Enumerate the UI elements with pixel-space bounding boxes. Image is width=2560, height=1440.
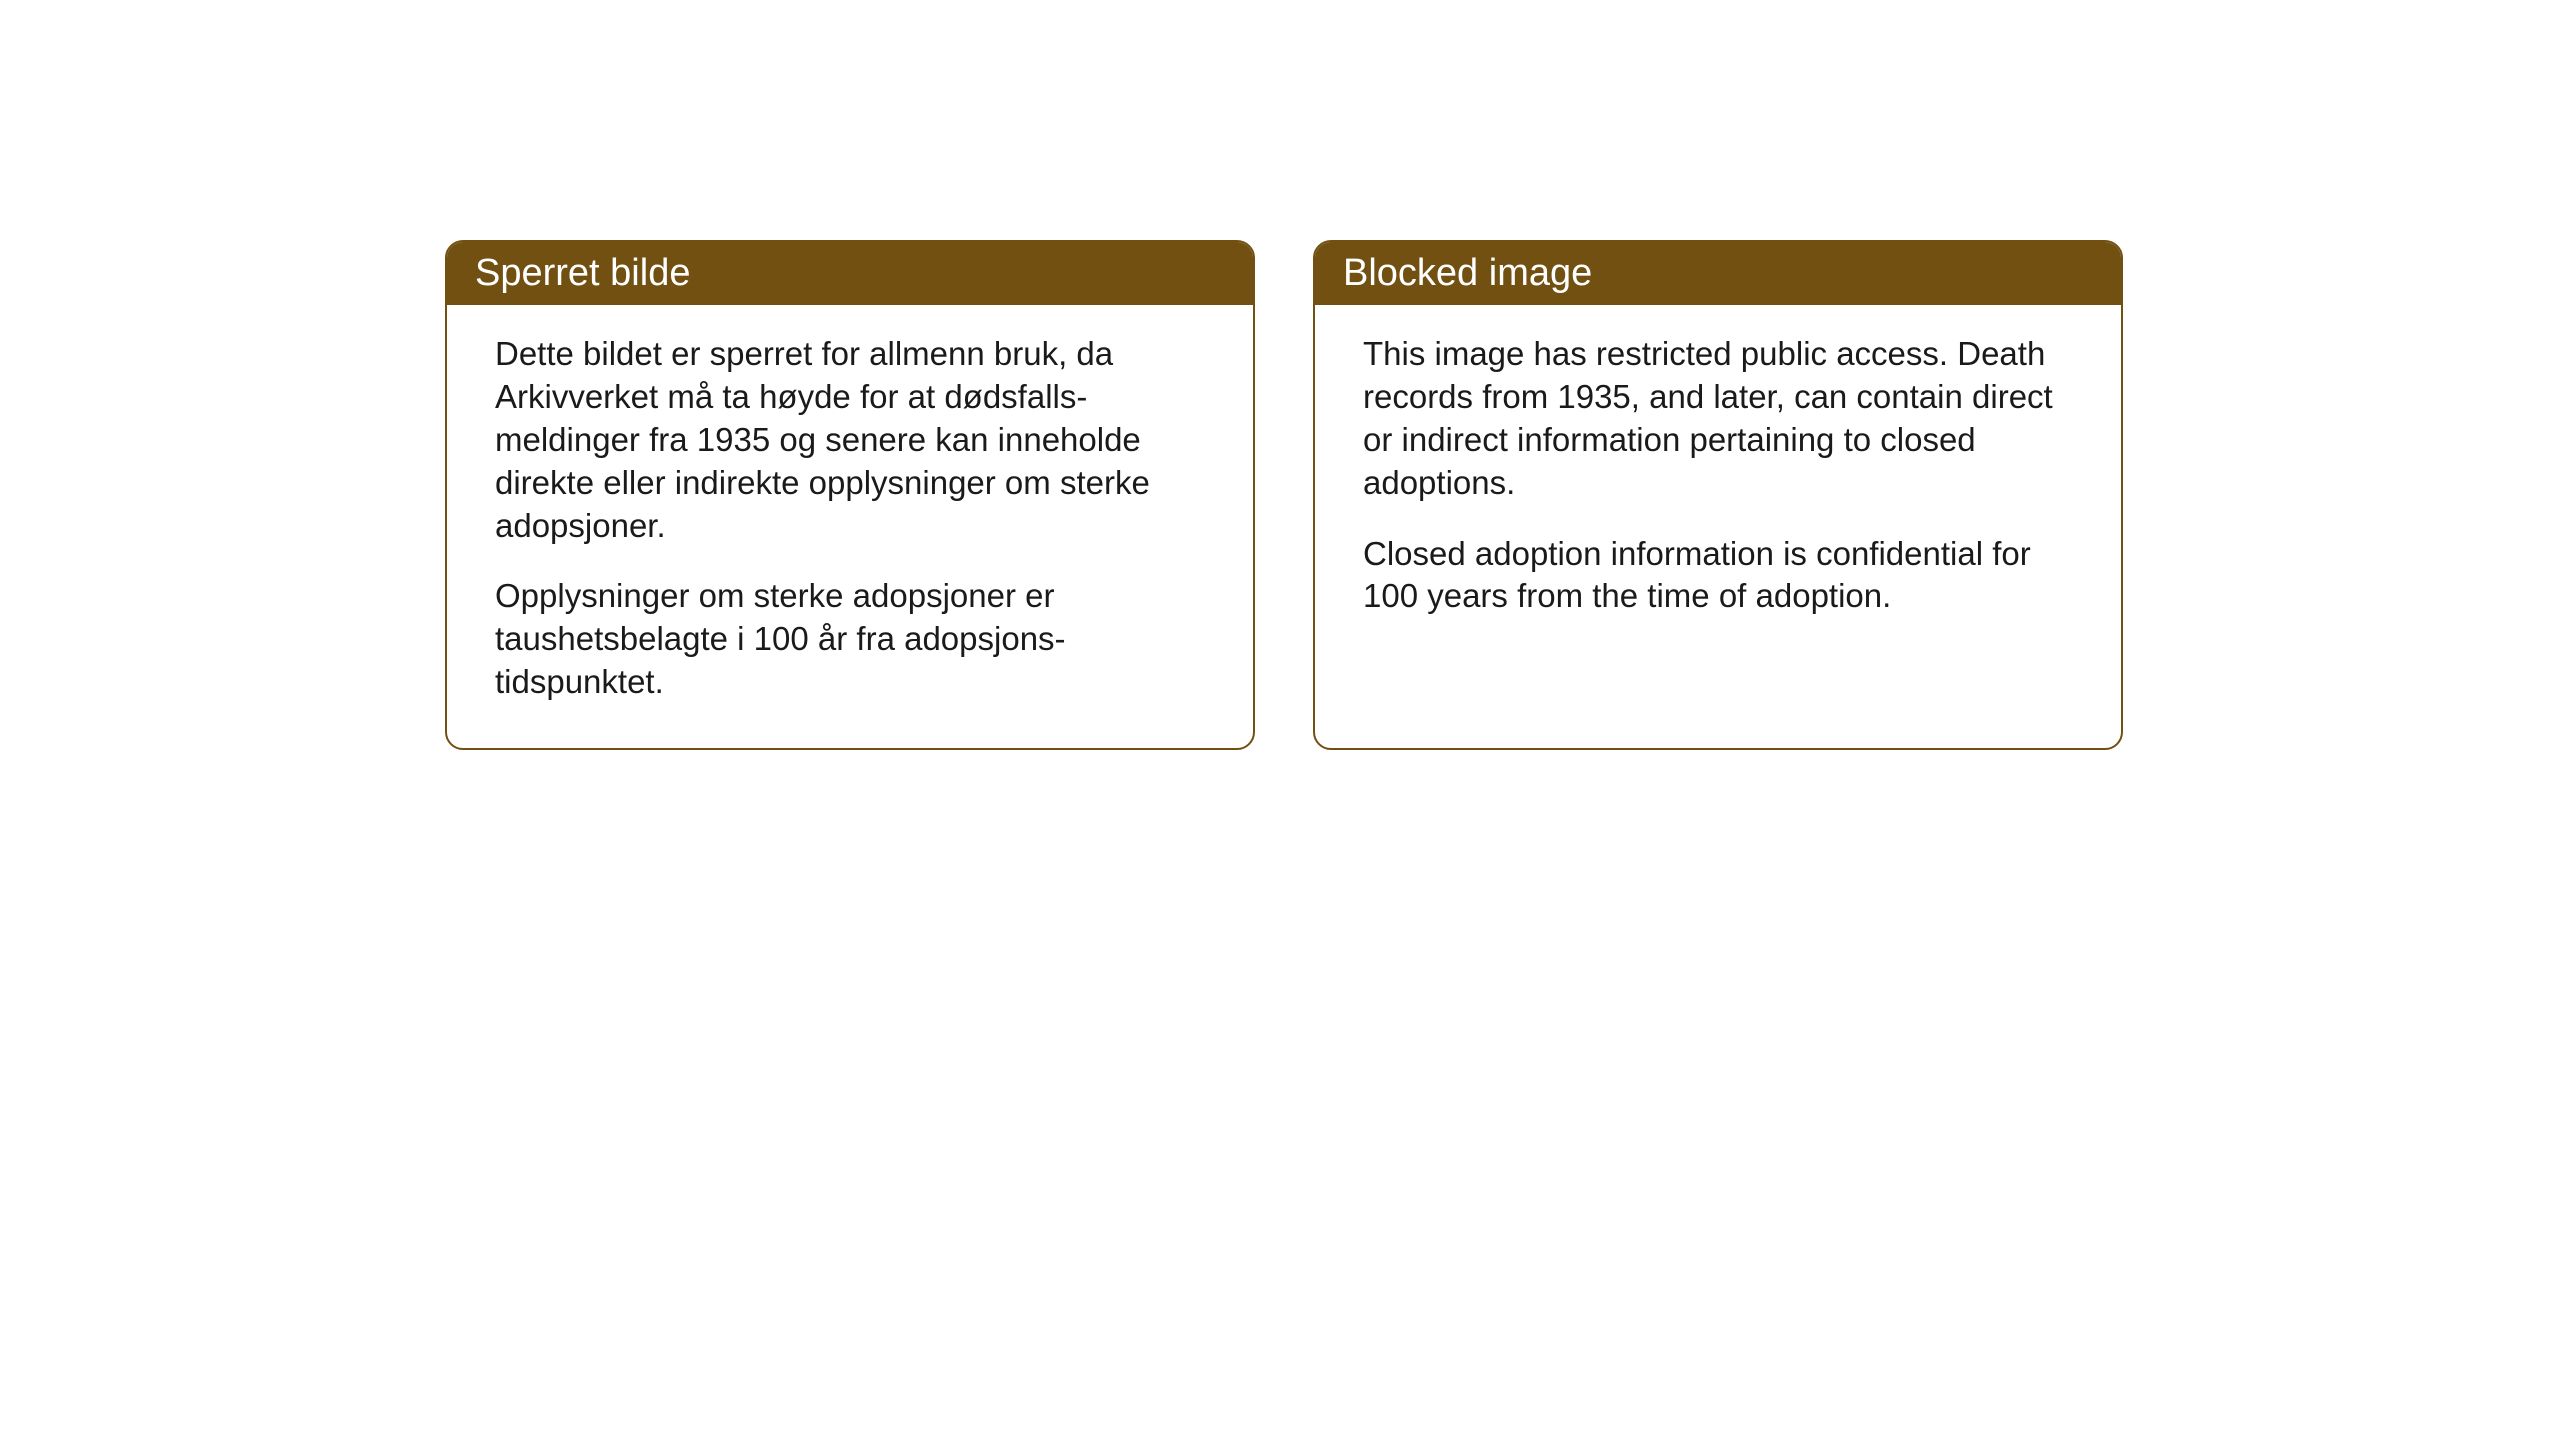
card-english-paragraph-2: Closed adoption information is confident… xyxy=(1363,533,2073,619)
card-english-header: Blocked image xyxy=(1315,242,2121,305)
card-norwegian-paragraph-2: Opplysninger om sterke adopsjoner er tau… xyxy=(495,575,1205,704)
card-norwegian-body: Dette bildet er sperret for allmenn bruk… xyxy=(447,305,1253,744)
card-english-paragraph-1: This image has restricted public access.… xyxy=(1363,333,2073,505)
card-norwegian: Sperret bilde Dette bildet er sperret fo… xyxy=(445,240,1255,750)
card-english-title: Blocked image xyxy=(1343,252,1592,294)
card-norwegian-title: Sperret bilde xyxy=(475,252,690,294)
card-norwegian-header: Sperret bilde xyxy=(447,242,1253,305)
card-english-body: This image has restricted public access.… xyxy=(1315,305,2121,658)
card-english: Blocked image This image has restricted … xyxy=(1313,240,2123,750)
card-norwegian-paragraph-1: Dette bildet er sperret for allmenn bruk… xyxy=(495,333,1205,547)
cards-container: Sperret bilde Dette bildet er sperret fo… xyxy=(445,240,2123,750)
